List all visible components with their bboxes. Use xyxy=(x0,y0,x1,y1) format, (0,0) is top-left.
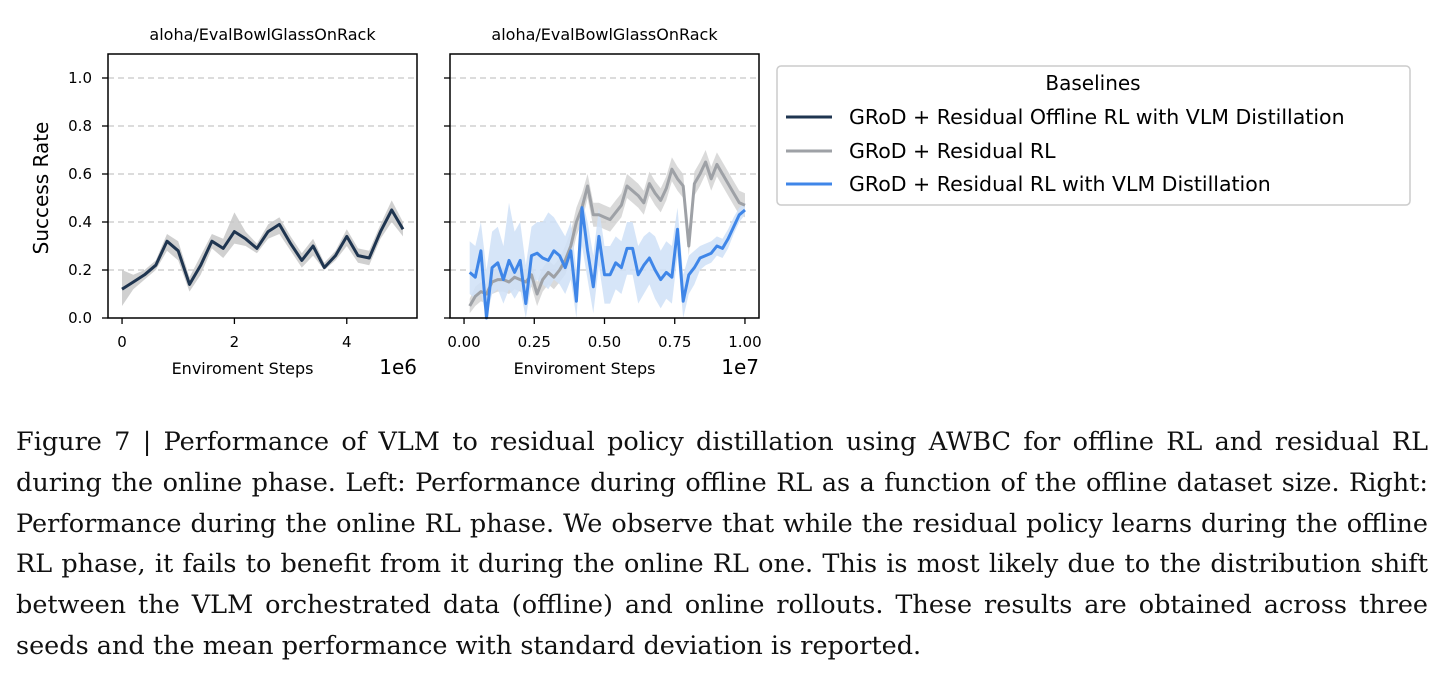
ytick-label-5: 1.0 xyxy=(68,69,92,87)
mean-line-series-1 xyxy=(468,206,746,320)
ytick-label-1: 0.2 xyxy=(68,261,92,279)
ytick-label-3: 0.6 xyxy=(68,165,92,183)
plot-title: aloha/EvalBowlGlassOnRack xyxy=(491,25,718,44)
legend-label-residual-rl: GRoD + Residual RL xyxy=(849,139,1056,163)
legend-label-offline-rl: GRoD + Residual Offline RL with VLM Dist… xyxy=(849,105,1345,129)
ytick-label-4: 0.8 xyxy=(68,117,92,135)
right-plot: 0.00 0.25 0.50 0.75 1.00 aloha/EvalBowlGlassO… xyxy=(444,25,762,379)
figure-canvas: 0.00.20.40.60.81.00 2 4aloha/EvalBowlGlass… xyxy=(29,25,1411,379)
y-axis-label: Success Rate xyxy=(29,122,53,255)
xtick-label-0: 0 xyxy=(117,333,127,351)
std-band-series-1 xyxy=(469,198,745,318)
mean-line-series-0 xyxy=(468,160,746,307)
figure: 0.0 0.2 0.4 0.6 0.8 1.0 0 2 4 aloha/EvalBowlGlass… xyxy=(29,25,1411,379)
legend-title: Baselines xyxy=(1045,71,1140,95)
plot-title: aloha/EvalBowlGlassOnRack xyxy=(149,25,376,44)
xtick-label-1: 0.25 xyxy=(518,333,551,351)
legend-frame xyxy=(776,65,1411,206)
ytick-label-0: 0.0 xyxy=(68,309,92,327)
xtick-label-3: 0.75 xyxy=(658,333,691,351)
xtick-label-1: 2 xyxy=(230,333,240,351)
xtick-label-0: 0.00 xyxy=(447,333,480,351)
axes-frame xyxy=(107,53,418,319)
legend-label-residual-rl-vlm: GRoD + Residual RL with VLM Distillation xyxy=(849,172,1271,196)
mean-line-series-0 xyxy=(121,208,405,291)
xtick-label-4: 1.00 xyxy=(728,333,761,351)
xtick-label-2: 4 xyxy=(342,333,352,351)
xtick-label-2: 0.50 xyxy=(588,333,621,351)
legend: Baselines GRoD + Residual Offline RL wit… xyxy=(776,65,1411,206)
ytick-label-2: 0.4 xyxy=(68,213,92,231)
figure-caption: Figure 7 | Performance of VLM to residua… xyxy=(16,427,1428,661)
x-offset-label: 1e7 xyxy=(721,355,759,379)
left-plot: 0.0 0.2 0.4 0.6 0.8 1.0 0 2 4 aloha/EvalBowlGlass… xyxy=(29,25,418,379)
x-offset-label: 1e6 xyxy=(379,355,417,379)
x-axis-label: Enviroment Steps xyxy=(514,359,656,378)
std-band-series-0 xyxy=(122,200,403,306)
x-axis-label: Enviroment Steps xyxy=(172,359,314,378)
